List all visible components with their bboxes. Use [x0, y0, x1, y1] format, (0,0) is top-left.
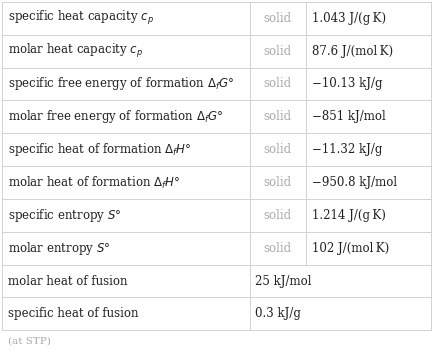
Text: molar heat capacity $c_p$: molar heat capacity $c_p$	[8, 42, 143, 60]
Text: specific free energy of formation $\Delta_f G°$: specific free energy of formation $\Delt…	[8, 75, 234, 92]
Text: solid: solid	[264, 12, 292, 25]
Text: specific entropy $S°$: specific entropy $S°$	[8, 207, 121, 224]
Text: molar free energy of formation $\Delta_f G°$: molar free energy of formation $\Delta_f…	[8, 108, 223, 125]
Text: solid: solid	[264, 77, 292, 91]
Text: (at STP): (at STP)	[8, 337, 51, 346]
Text: −11.32 kJ/g: −11.32 kJ/g	[312, 143, 382, 156]
Text: molar entropy $S°$: molar entropy $S°$	[8, 240, 110, 257]
Text: solid: solid	[264, 44, 292, 58]
Text: specific heat of fusion: specific heat of fusion	[8, 307, 138, 321]
Text: 25 kJ/mol: 25 kJ/mol	[255, 274, 312, 288]
Text: solid: solid	[264, 110, 292, 123]
Text: 87.6 J/(mol K): 87.6 J/(mol K)	[312, 44, 393, 58]
Text: 1.214 J/(g K): 1.214 J/(g K)	[312, 209, 386, 222]
Text: molar heat of fusion: molar heat of fusion	[8, 274, 127, 288]
Text: specific heat capacity $c_p$: specific heat capacity $c_p$	[8, 9, 154, 27]
Text: molar heat of formation $\Delta_f H°$: molar heat of formation $\Delta_f H°$	[8, 174, 180, 191]
Text: solid: solid	[264, 176, 292, 189]
Text: solid: solid	[264, 143, 292, 156]
Text: 0.3 kJ/g: 0.3 kJ/g	[255, 307, 301, 321]
Text: specific heat of formation $\Delta_f H°$: specific heat of formation $\Delta_f H°$	[8, 141, 191, 158]
Text: 102 J/(mol K): 102 J/(mol K)	[312, 242, 389, 255]
Text: solid: solid	[264, 242, 292, 255]
Text: solid: solid	[264, 209, 292, 222]
Text: −950.8 kJ/mol: −950.8 kJ/mol	[312, 176, 397, 189]
Text: −10.13 kJ/g: −10.13 kJ/g	[312, 77, 382, 91]
Text: −851 kJ/mol: −851 kJ/mol	[312, 110, 385, 123]
Text: 1.043 J/(g K): 1.043 J/(g K)	[312, 12, 386, 25]
